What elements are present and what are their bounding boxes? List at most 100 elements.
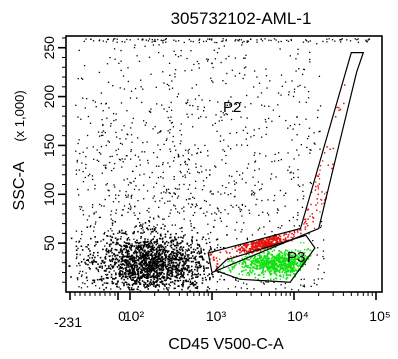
event-dot	[257, 229, 259, 231]
event-dot	[129, 265, 131, 268]
event-dot	[239, 101, 242, 104]
event-dot	[94, 184, 96, 186]
event-dot	[273, 194, 276, 197]
event-dot	[236, 170, 238, 173]
event-dot	[120, 273, 123, 276]
event-dot	[262, 242, 265, 244]
event-dot	[95, 243, 97, 245]
event-dot	[339, 38, 342, 41]
event-dot	[249, 264, 251, 266]
event-dot	[258, 127, 260, 130]
event-dot	[92, 99, 94, 102]
event-dot	[270, 39, 272, 42]
event-dot	[79, 208, 82, 210]
event-dot	[169, 281, 172, 284]
event-dot	[154, 255, 157, 258]
event-dot	[127, 242, 130, 245]
event-dot	[155, 248, 157, 251]
event-dot	[255, 247, 258, 250]
event-dot	[299, 262, 302, 264]
event-dot	[239, 210, 241, 213]
event-dot	[177, 242, 179, 245]
event-dot	[269, 272, 271, 275]
event-dot	[266, 244, 269, 247]
event-dot	[235, 255, 238, 257]
event-dot	[80, 260, 83, 263]
event-dot	[253, 288, 255, 290]
event-dot	[226, 72, 228, 75]
event-dot	[143, 184, 145, 186]
event-dot	[138, 278, 141, 281]
event-dot	[143, 242, 146, 244]
event-dot	[182, 275, 184, 278]
event-dot	[248, 209, 250, 211]
event-dot	[268, 268, 271, 270]
event-dot	[207, 267, 209, 269]
event-dot	[240, 39, 243, 41]
event-dot	[262, 276, 265, 279]
event-dot	[331, 39, 334, 41]
event-dot	[237, 248, 240, 251]
event-dot	[256, 76, 258, 78]
event-dot	[297, 169, 299, 171]
event-dot	[81, 249, 84, 251]
event-dot	[93, 213, 95, 215]
event-dot	[177, 253, 179, 256]
event-dot	[253, 273, 256, 275]
event-dot	[129, 181, 131, 184]
event-dot	[161, 259, 164, 262]
event-dot	[266, 261, 269, 264]
event-dot	[156, 238, 158, 241]
event-dot	[143, 231, 145, 233]
event-dot	[160, 267, 162, 270]
event-dot	[113, 119, 115, 122]
event-dot	[275, 271, 277, 273]
event-dot	[126, 277, 129, 280]
event-dot	[178, 262, 181, 265]
event-dot	[161, 280, 164, 283]
event-dot	[158, 206, 160, 208]
event-dot	[156, 250, 159, 252]
event-dot	[138, 281, 141, 284]
event-dot	[166, 83, 169, 86]
event-dot	[219, 246, 222, 249]
event-dot	[192, 40, 194, 43]
event-dot	[223, 139, 225, 141]
event-dot	[133, 276, 135, 279]
event-dot	[251, 234, 254, 236]
event-dot	[164, 225, 166, 227]
event-dot	[213, 49, 215, 51]
event-dot	[134, 87, 137, 90]
event-dot	[147, 280, 149, 283]
event-dot	[194, 287, 197, 289]
event-dot	[318, 264, 320, 266]
event-dot	[160, 244, 162, 246]
event-dot	[277, 259, 279, 262]
event-dot	[135, 254, 138, 256]
event-dot	[100, 278, 102, 281]
event-dot	[135, 255, 138, 258]
event-dot	[116, 266, 119, 268]
event-dot	[148, 270, 150, 273]
event-dot	[266, 241, 268, 244]
event-dot	[130, 264, 132, 266]
event-dot	[293, 231, 296, 234]
event-dot	[178, 277, 181, 279]
event-dot	[247, 265, 249, 267]
event-dot	[210, 231, 212, 234]
event-dot	[285, 249, 287, 251]
event-dot	[168, 84, 170, 87]
event-dot	[265, 242, 267, 245]
event-dot	[131, 269, 133, 271]
event-dot	[152, 197, 154, 199]
event-dot	[181, 258, 184, 260]
event-dot	[82, 170, 84, 173]
event-dot	[287, 234, 290, 236]
event-dot	[160, 281, 163, 283]
event-dot	[141, 264, 144, 267]
event-dot	[91, 282, 94, 285]
event-dot	[241, 41, 244, 44]
event-dot	[257, 254, 259, 257]
event-dot	[195, 255, 197, 257]
